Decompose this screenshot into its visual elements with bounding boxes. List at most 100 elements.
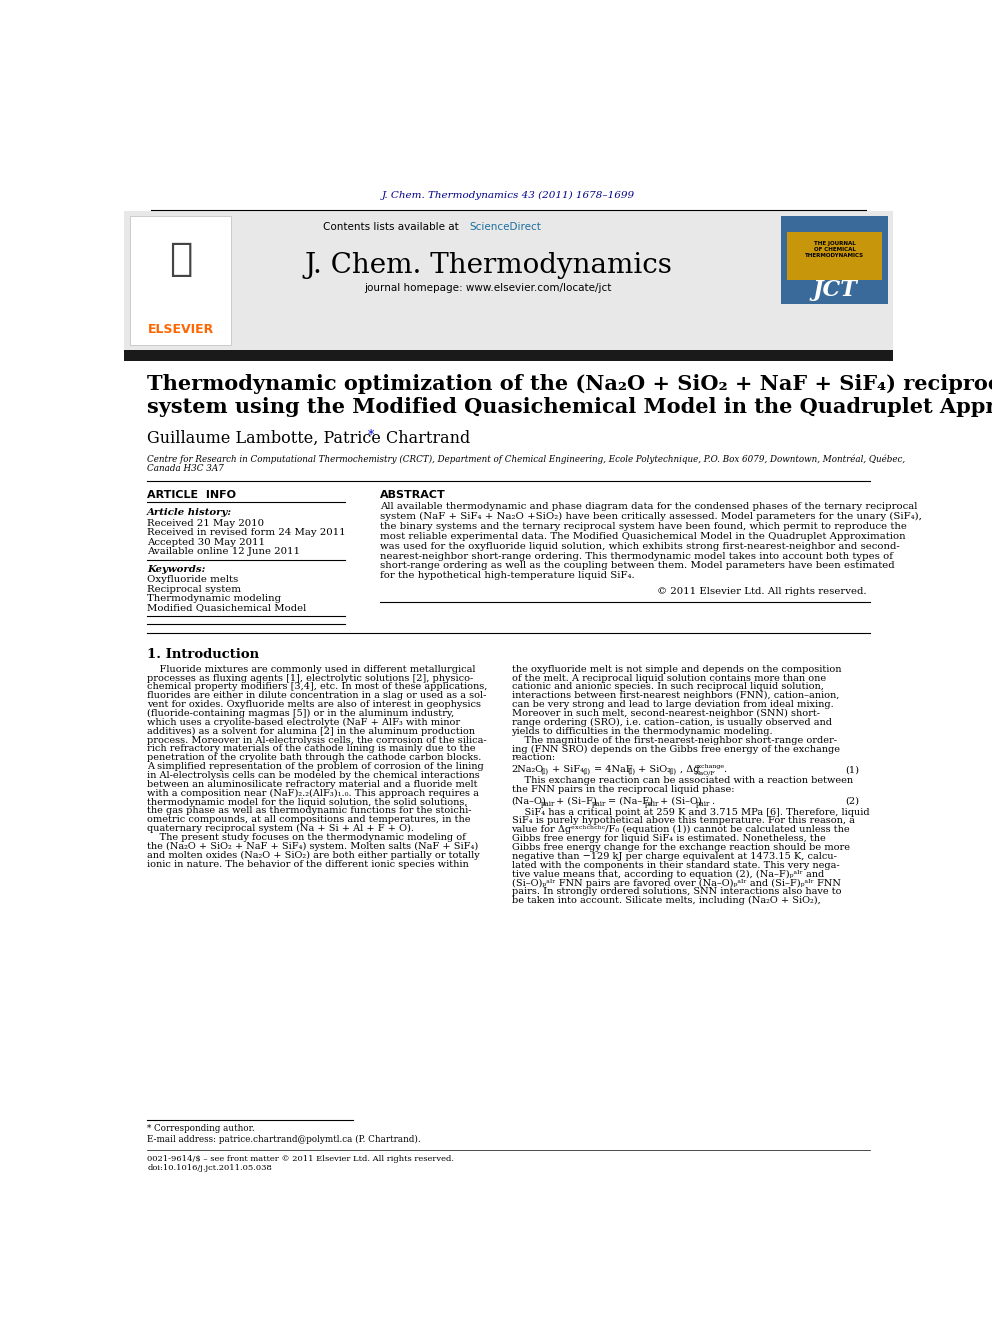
Text: ARTICLE  INFO: ARTICLE INFO [147, 491, 236, 500]
Text: (l): (l) [582, 769, 591, 777]
Text: Accepted 30 May 2011: Accepted 30 May 2011 [147, 537, 265, 546]
Text: pair: pair [592, 799, 606, 807]
Text: the gas phase as well as thermodynamic functions for the stoichi-: the gas phase as well as thermodynamic f… [147, 807, 472, 815]
Text: = 4NaF: = 4NaF [594, 765, 633, 774]
FancyBboxPatch shape [788, 232, 882, 279]
Text: ELSEVIER: ELSEVIER [148, 323, 213, 336]
Text: process. Moreover in Al-electrolysis cells, the corrosion of the silica-: process. Moreover in Al-electrolysis cel… [147, 736, 487, 745]
Text: + SiF₄: + SiF₄ [552, 765, 584, 774]
Text: * Corresponding author.: * Corresponding author. [147, 1125, 255, 1134]
Text: and molten oxides (Na₂O + SiO₂) are both either partially or totally: and molten oxides (Na₂O + SiO₂) are both… [147, 851, 480, 860]
Text: reaction:: reaction: [512, 753, 556, 762]
Text: pair: pair [645, 799, 659, 807]
Text: + (Si–F): + (Si–F) [557, 796, 597, 806]
Text: (l): (l) [541, 769, 549, 777]
Text: All available thermodynamic and phase diagram data for the condensed phases of t: All available thermodynamic and phase di… [380, 503, 918, 511]
Text: with a composition near (NaF)₂.₂(AlF₃)₁.₀. This approach requires a: with a composition near (NaF)₂.₂(AlF₃)₁.… [147, 789, 479, 798]
Text: Thermodynamic optimization of the (Na₂O + SiO₂ + NaF + SiF₄) reciprocal: Thermodynamic optimization of the (Na₂O … [147, 374, 992, 394]
Text: pair: pair [541, 799, 556, 807]
Text: ometric compounds, at all compositions and temperatures, in the: ometric compounds, at all compositions a… [147, 815, 471, 824]
Text: Received 21 May 2010: Received 21 May 2010 [147, 519, 264, 528]
Text: most reliable experimental data. The Modified Quasichemical Model in the Quadrup: most reliable experimental data. The Mod… [380, 532, 906, 541]
Text: *: * [368, 430, 374, 442]
Text: J. Chem. Thermodynamics 43 (2011) 1678–1699: J. Chem. Thermodynamics 43 (2011) 1678–1… [382, 191, 635, 200]
Text: Keywords:: Keywords: [147, 565, 205, 574]
Text: + (Si–O): + (Si–O) [661, 796, 702, 806]
Text: ABSTRACT: ABSTRACT [380, 491, 445, 500]
Text: (2): (2) [845, 796, 859, 806]
Text: (fluoride-containing magmas [5]) or in the aluminum industry,: (fluoride-containing magmas [5]) or in t… [147, 709, 454, 718]
Text: 1. Introduction: 1. Introduction [147, 648, 259, 662]
Text: the binary systems and the ternary reciprocal system have been found, which perm: the binary systems and the ternary recip… [380, 523, 907, 531]
Text: Thermodynamic modeling: Thermodynamic modeling [147, 594, 282, 603]
Text: ScienceDirect: ScienceDirect [469, 221, 541, 232]
Text: which uses a cryolite-based electrolyte (NaF + AlF₃ with minor: which uses a cryolite-based electrolyte … [147, 718, 460, 726]
Text: pair: pair [696, 799, 710, 807]
Text: © 2011 Elsevier Ltd. All rights reserved.: © 2011 Elsevier Ltd. All rights reserved… [657, 587, 866, 595]
Text: lated with the components in their standard state. This very nega-: lated with the components in their stand… [512, 861, 839, 869]
Text: cationic and anionic species. In such reciprocal liquid solution,: cationic and anionic species. In such re… [512, 683, 823, 692]
Text: quaternary reciprocal system (Na + Si + Al + F + O).: quaternary reciprocal system (Na + Si + … [147, 824, 415, 833]
Text: processes as fluxing agents [1], electrolytic solutions [2], physico-: processes as fluxing agents [1], electro… [147, 673, 473, 683]
Text: Received in revised form 24 May 2011: Received in revised form 24 May 2011 [147, 528, 346, 537]
Text: between an aluminosilicate refractory material and a fluoride melt: between an aluminosilicate refractory ma… [147, 779, 478, 789]
Text: (l): (l) [669, 769, 677, 777]
Text: journal homepage: www.elsevier.com/locate/jct: journal homepage: www.elsevier.com/locat… [365, 283, 612, 294]
Text: Canada H3C 3A7: Canada H3C 3A7 [147, 464, 224, 472]
Text: SiF₄ is purely hypothetical above this temperature. For this reason, a: SiF₄ is purely hypothetical above this t… [512, 816, 854, 826]
Text: (l): (l) [627, 769, 635, 777]
Text: Contents lists available at: Contents lists available at [322, 221, 465, 232]
Text: short-range ordering as well as the coupling between them. Model parameters have: short-range ordering as well as the coup… [380, 561, 895, 570]
Text: (Na–O): (Na–O) [512, 796, 547, 806]
Text: ionic in nature. The behavior of the different ionic species within: ionic in nature. The behavior of the dif… [147, 860, 469, 869]
Text: SiF₄ has a critical point at 259 K and 3.715 MPa [6]. Therefore, liquid: SiF₄ has a critical point at 259 K and 3… [512, 807, 869, 816]
Text: the oxyfluoride melt is not simple and depends on the composition: the oxyfluoride melt is not simple and d… [512, 664, 841, 673]
Text: A simplified representation of the problem of corrosion of the lining: A simplified representation of the probl… [147, 762, 484, 771]
Text: JCT: JCT [812, 279, 857, 300]
Text: the (Na₂O + SiO₂ + NaF + SiF₄) system. Molten salts (NaF + SiF₄): the (Na₂O + SiO₂ + NaF + SiF₄) system. M… [147, 841, 478, 851]
Text: THE JOURNAL
OF CHEMICAL
THERMODYNAMICS: THE JOURNAL OF CHEMICAL THERMODYNAMICS [806, 241, 864, 258]
Text: = (Na–F): = (Na–F) [607, 796, 653, 806]
Text: E-mail address: patrice.chartrand@polymtl.ca (P. Chartrand).: E-mail address: patrice.chartrand@polymt… [147, 1134, 421, 1143]
Text: system (NaF + SiF₄ + Na₂O +SiO₂) have been critically assessed. Model parameters: system (NaF + SiF₄ + Na₂O +SiO₂) have be… [380, 512, 922, 521]
Text: chemical property modifiers [3,4], etc. In most of these applications,: chemical property modifiers [3,4], etc. … [147, 683, 488, 692]
Text: Gibbs free energy change for the exchange reaction should be more: Gibbs free energy change for the exchang… [512, 843, 849, 852]
Text: additives) as a solvent for alumina [2] in the aluminum production: additives) as a solvent for alumina [2] … [147, 726, 475, 736]
Text: in Al-electrolysis cells can be modeled by the chemical interactions: in Al-electrolysis cells can be modeled … [147, 771, 480, 781]
Text: , Δg: , Δg [680, 765, 699, 774]
Text: pairs. In strongly ordered solutions, SNN interactions also have to: pairs. In strongly ordered solutions, SN… [512, 888, 841, 896]
Text: the FNN pairs in the reciprocal liquid phase:: the FNN pairs in the reciprocal liquid p… [512, 785, 734, 794]
Text: (1): (1) [845, 765, 859, 774]
Text: range ordering (SRO), i.e. cation–cation, is usually observed and: range ordering (SRO), i.e. cation–cation… [512, 718, 831, 726]
Text: Gibbs free energy for liquid SiF₄ is estimated. Nonetheless, the: Gibbs free energy for liquid SiF₄ is est… [512, 835, 825, 843]
Text: (Si–O)ₚᵃᴵʳ FNN pairs are favored over (Na–O)ₚᵃᴵʳ and (Si–F)ₚᵃᴵʳ FNN: (Si–O)ₚᵃᴵʳ FNN pairs are favored over (N… [512, 878, 840, 888]
Text: exchange: exchange [695, 765, 725, 769]
Text: .: . [711, 796, 714, 806]
Text: This exchange reaction can be associated with a reaction between: This exchange reaction can be associated… [512, 777, 853, 785]
Text: negative than −129 kJ per charge equivalent at 1473.15 K, calcu-: negative than −129 kJ per charge equival… [512, 852, 836, 861]
Text: Modified Quasichemical Model: Modified Quasichemical Model [147, 603, 307, 613]
Text: was used for the oxyfluoride liquid solution, which exhibits strong first-neares: was used for the oxyfluoride liquid solu… [380, 541, 900, 550]
Text: doi:10.1016/j.jct.2011.05.038: doi:10.1016/j.jct.2011.05.038 [147, 1164, 272, 1172]
FancyBboxPatch shape [130, 216, 231, 345]
Text: of the melt. A reciprocal liquid solution contains more than one: of the melt. A reciprocal liquid solutio… [512, 673, 825, 683]
FancyBboxPatch shape [124, 351, 893, 361]
Text: Centre for Research in Computational Thermochemistry (CRCT), Department of Chemi: Centre for Research in Computational The… [147, 454, 906, 464]
Text: NaO/F: NaO/F [695, 770, 716, 775]
Text: system using the Modified Quasichemical Model in the Quadruplet Approximation: system using the Modified Quasichemical … [147, 397, 992, 418]
Text: J. Chem. Thermodynamics: J. Chem. Thermodynamics [305, 251, 673, 279]
Text: be taken into account. Silicate melts, including (Na₂O + SiO₂),: be taken into account. Silicate melts, i… [512, 896, 820, 905]
Text: nearest-neighbor short-range ordering. This thermodynamic model takes into accou: nearest-neighbor short-range ordering. T… [380, 552, 893, 561]
Text: thermodynamic model for the liquid solution, the solid solutions,: thermodynamic model for the liquid solut… [147, 798, 468, 807]
Text: interactions between first-nearest neighbors (FNN), cation–anion,: interactions between first-nearest neigh… [512, 692, 839, 700]
Text: ing (FNN SRO) depends on the Gibbs free energy of the exchange: ing (FNN SRO) depends on the Gibbs free … [512, 745, 839, 754]
Text: 2Na₂O: 2Na₂O [512, 765, 544, 774]
Text: fluorides are either in dilute concentration in a slag or used as a sol-: fluorides are either in dilute concentra… [147, 692, 487, 700]
Text: The magnitude of the first-nearest-neighbor short-range order-: The magnitude of the first-nearest-neigh… [512, 736, 836, 745]
FancyBboxPatch shape [782, 216, 888, 304]
FancyBboxPatch shape [124, 212, 893, 349]
Text: rich refractory materials of the cathode lining is mainly due to the: rich refractory materials of the cathode… [147, 745, 476, 754]
Text: Oxyfluoride melts: Oxyfluoride melts [147, 576, 238, 585]
Text: Moreover in such melt, second-nearest-neighbor (SNN) short-: Moreover in such melt, second-nearest-ne… [512, 709, 819, 718]
Text: + SiO₂: + SiO₂ [638, 765, 671, 774]
